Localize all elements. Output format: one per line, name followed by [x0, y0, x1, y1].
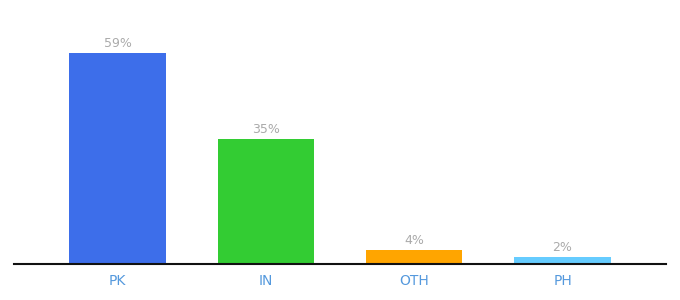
Text: 35%: 35%: [252, 123, 279, 136]
Text: 4%: 4%: [404, 234, 424, 247]
Bar: [218, 139, 314, 264]
Text: 59%: 59%: [103, 37, 131, 50]
Bar: [366, 250, 462, 264]
Text: 2%: 2%: [553, 241, 573, 254]
Bar: [69, 53, 166, 264]
Bar: [514, 257, 611, 264]
